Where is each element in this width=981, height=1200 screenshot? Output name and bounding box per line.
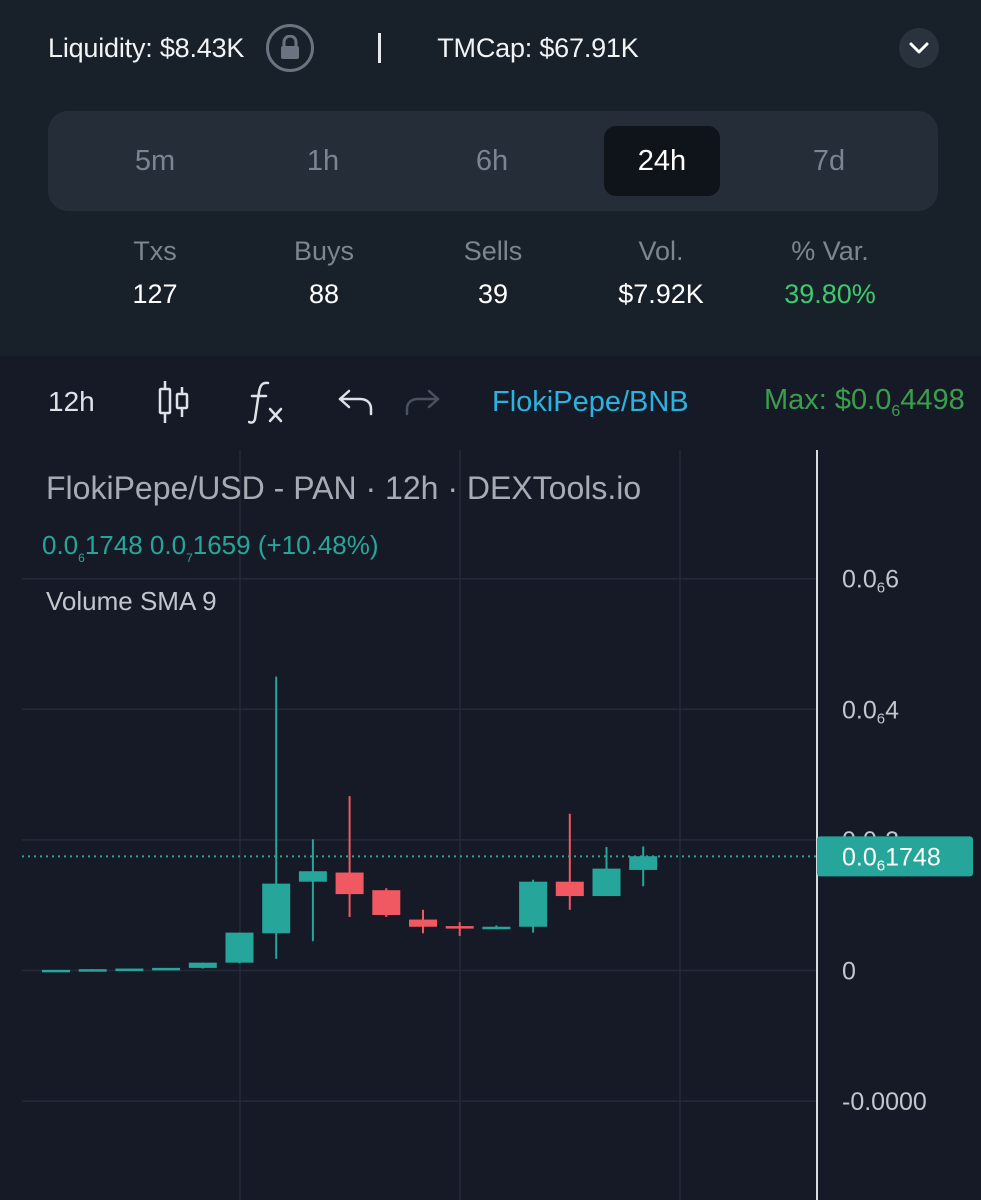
stat-label: Buys	[293, 236, 355, 266]
pair-stats-panel: Liquidity: $8.43K TMCap: $67.91K 5m 1h 6…	[0, 0, 981, 356]
tab-5m[interactable]: 5m	[97, 126, 213, 196]
tab-label: 7d	[812, 144, 846, 177]
max-price-text: Max: $0.064498	[764, 384, 965, 421]
stat-sells: Sells 39	[408, 236, 578, 310]
lock-icon[interactable]	[266, 24, 315, 72]
ohlc-legend: 0.061748 0.071659 (+10.48%)	[42, 530, 379, 565]
candle-up	[519, 879, 548, 933]
tab-label: 5m	[134, 144, 176, 177]
candle-down	[409, 909, 437, 934]
candle-up	[592, 847, 621, 897]
pair-label: FlokiPepe/BNB	[492, 385, 689, 418]
stat-variation: % Var. 39.80%	[745, 236, 915, 310]
candle-body	[482, 926, 511, 930]
candle-down	[335, 796, 364, 917]
stat-buys: Buys 88	[239, 236, 409, 310]
candle-body	[115, 968, 144, 972]
chart-toolbar: 12h	[0, 356, 981, 450]
stat-label: % Var.	[791, 236, 869, 266]
pair-selector-link[interactable]: FlokiPepe/BNB	[492, 380, 689, 424]
y-axis-tick-label: 0	[842, 958, 856, 986]
last-price-label: 0.061748	[842, 843, 941, 874]
candle-body	[445, 926, 474, 929]
chart-title: FlokiPepe/USD - PAN · 12h · DEXTools.io	[46, 470, 641, 506]
indicator-label: Volume SMA 9	[46, 586, 217, 616]
candle-down	[445, 922, 474, 936]
stat-label: Vol.	[638, 236, 684, 266]
candle-down	[555, 813, 584, 910]
tab-label: 1h	[306, 144, 340, 177]
interval-label: 12h	[48, 386, 95, 417]
stat-label: Txs	[133, 236, 177, 266]
candle-up	[262, 676, 291, 959]
candle-body	[592, 868, 621, 897]
candle-body	[78, 969, 107, 972]
trade-stats: Txs 127 Buys 88 Sells 39 Vol. $7.92K % V…	[70, 236, 916, 316]
chart-section: 12h	[0, 356, 981, 1200]
candle-body	[188, 962, 217, 968]
last-price-badge	[817, 836, 973, 877]
tab-label: 24h	[637, 144, 687, 177]
y-axis-tick-label: 0.066	[842, 566, 899, 597]
candle-body	[409, 919, 437, 927]
timeframe-selector: 5m 1h 6h 24h 7d	[48, 111, 938, 211]
indicators-fx-icon[interactable]	[248, 380, 286, 424]
stat-value: 88	[308, 279, 340, 309]
header-divider	[378, 33, 382, 63]
max-rest: 4498	[900, 383, 965, 416]
interval-button[interactable]: 12h	[48, 380, 95, 424]
y-axis-tick-label: -0.0000	[842, 1088, 927, 1116]
candle-body	[152, 967, 181, 971]
tab-label: 6h	[475, 144, 509, 177]
max-price-readout: Max: $0.064498	[764, 380, 965, 424]
candle-body	[372, 890, 401, 915]
stat-txs: Txs 127	[70, 236, 240, 310]
header-row: Liquidity: $8.43K TMCap: $67.91K	[48, 24, 939, 72]
candle-body	[555, 881, 584, 897]
candle-body	[298, 871, 327, 882]
tab-6h[interactable]: 6h	[434, 126, 550, 196]
candlestick-icon[interactable]	[156, 380, 190, 424]
candle-body	[42, 969, 70, 973]
tab-1h[interactable]: 1h	[265, 126, 381, 196]
candle-down	[372, 888, 401, 917]
candle-body	[519, 881, 548, 927]
candle-up	[298, 839, 327, 942]
y-axis-tick-label: 0.064	[842, 696, 899, 727]
liquidity-label: Liquidity: $8.43K	[48, 32, 245, 63]
chart-overlay: 0.061748 FlokiPepe/USD - PAN · 12h · DEXT…	[22, 470, 973, 877]
candle-up	[188, 962, 217, 969]
candle-body	[262, 883, 291, 934]
tmcap-label: TMCap: $67.91K	[437, 32, 639, 63]
candle-up	[152, 967, 181, 971]
undo-icon[interactable]	[336, 380, 374, 424]
stat-value: 127	[132, 279, 178, 309]
tab-24h[interactable]: 24h	[604, 126, 720, 196]
redo-icon[interactable]	[404, 380, 442, 424]
candle-body	[335, 872, 364, 895]
chevron-down-icon[interactable]	[899, 28, 939, 68]
stat-value: 39.80%	[784, 279, 876, 309]
candles	[42, 676, 658, 973]
stat-value: $7.92K	[618, 279, 704, 309]
stat-value: 39	[477, 279, 509, 309]
candle-up	[482, 925, 511, 930]
candle-body	[225, 932, 254, 963]
candle-up	[78, 969, 107, 972]
tab-7d[interactable]: 7d	[771, 126, 887, 196]
candle-up	[115, 968, 144, 972]
stat-label: Sells	[463, 236, 523, 266]
max-subscript: 6	[891, 402, 901, 420]
candle-up	[225, 932, 254, 964]
candle-up	[42, 969, 70, 973]
candle-body	[629, 856, 658, 870]
stat-volume: Vol. $7.92K	[576, 236, 746, 310]
candle-up	[629, 846, 658, 887]
max-prefix: Max: $0.0	[764, 383, 892, 416]
